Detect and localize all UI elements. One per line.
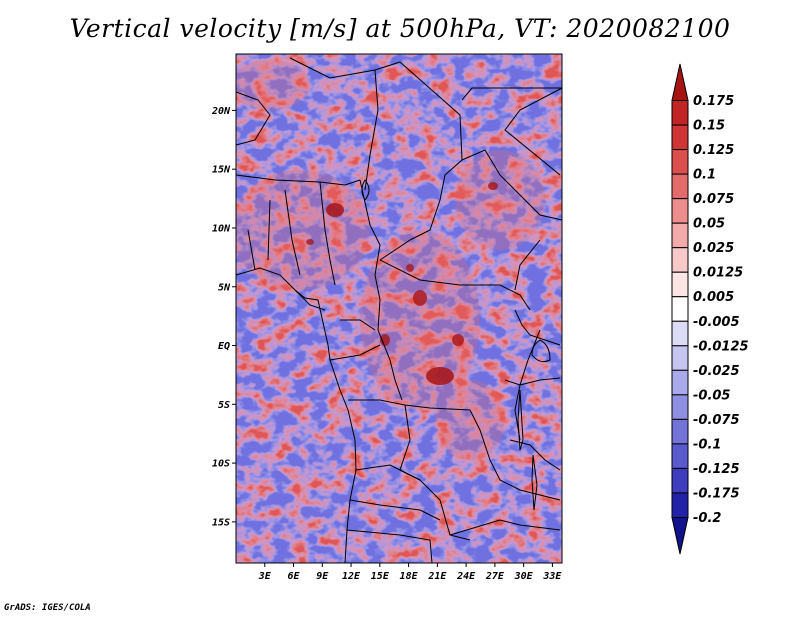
colorbar-segment	[671, 516, 689, 555]
colorbar-segment	[671, 124, 689, 151]
colorbar-segment	[671, 394, 689, 420]
colorbar-label: 0.1	[693, 168, 716, 183]
lat-tick-label: 15S	[212, 517, 230, 528]
colorbar: 0.175 0.15 0.125 0.1 0.075 0.05 0.025 0.0125 0.0…	[671, 63, 749, 555]
colorbar-segment	[671, 173, 689, 200]
strong-ascent-cores	[306, 182, 498, 385]
lon-tick-label: 30E	[514, 571, 534, 582]
colorbar-label: 0.0125	[693, 266, 743, 281]
chart-title: Vertical velocity [m/s] at 500hPa, VT: 2…	[69, 14, 731, 43]
map-panel: 20N 15N 10N 5N EQ 5S 10S 15S 3E 6E 9E 12E 15E 18E 21E…	[211, 53, 749, 582]
colorbar-label: -0.1	[693, 437, 721, 452]
lon-tick-label: 15E	[371, 571, 390, 582]
colorbar-segment	[671, 100, 689, 126]
lon-tick-label: 24E	[456, 571, 476, 582]
colorbar-segment	[671, 345, 689, 371]
colorbar-label: 0.175	[693, 94, 734, 109]
lat-tick-label: 15N	[212, 165, 231, 176]
lat-tick-label: 5N	[218, 282, 231, 293]
map-frame	[235, 53, 563, 564]
lon-tick-label: 21E	[427, 571, 447, 582]
colorbar-segment	[671, 296, 689, 322]
colorbar-label: 0.075	[693, 192, 734, 207]
colorbar-label: 0.05	[693, 217, 725, 232]
colorbar-segment	[671, 467, 689, 494]
lon-tick-label: 12E	[342, 571, 361, 582]
grads-credit: GrADS: IGES/COLA	[4, 603, 91, 613]
colorbar-segment	[671, 247, 689, 273]
vertical-velocity-field	[236, 54, 562, 563]
lon-tick-label: 3E	[258, 571, 272, 582]
lon-tick-label: 33E	[542, 571, 562, 582]
country-boundaries	[236, 57, 562, 563]
colorbar-segment	[671, 149, 689, 175]
lon-tick-label: 18E	[400, 571, 419, 582]
colorbar-label: 0.125	[693, 143, 734, 158]
lat-tick-label: 10S	[212, 459, 230, 470]
lon-tick-label: 6E	[288, 571, 301, 582]
colorbar-label: -0.025	[693, 364, 740, 379]
colorbar-segment	[671, 418, 689, 445]
lat-tick-label: 5S	[218, 400, 230, 411]
longitude-axis: 3E 6E 9E 12E 15E 18E 21E 24E 27E 30E 33E	[258, 563, 562, 582]
colorbar-label: -0.2	[693, 511, 721, 526]
warm-regions	[236, 60, 545, 460]
colorbar-segment	[671, 492, 689, 518]
colorbar-label: -0.005	[693, 315, 740, 330]
colorbar-label: 0.15	[693, 119, 725, 134]
colorbar-segment	[671, 443, 689, 469]
lat-tick-label: 20N	[211, 106, 231, 117]
colorbar-segment	[671, 63, 689, 102]
colorbar-segment	[671, 271, 689, 298]
colorbar-label: -0.0125	[693, 339, 749, 354]
lat-tick-label: EQ	[218, 341, 230, 352]
colorbar-label: -0.075	[693, 413, 740, 428]
colorbar-label: -0.05	[693, 388, 730, 403]
latitude-axis: 20N 15N 10N 5N EQ 5S 10S 15S	[211, 106, 236, 528]
colorbar-segment	[671, 222, 689, 249]
lon-tick-label: 9E	[316, 571, 329, 582]
lakes	[361, 179, 551, 511]
colorbar-segment	[671, 320, 689, 347]
lat-tick-label: 10N	[212, 223, 231, 234]
colorbar-label: 0.025	[693, 241, 734, 256]
colorbar-label: 0.005	[693, 290, 734, 305]
lon-tick-label: 27E	[485, 571, 505, 582]
colorbar-label: -0.175	[693, 486, 740, 501]
colorbar-segment	[671, 369, 689, 396]
colorbar-label: -0.125	[693, 462, 740, 477]
colorbar-segment	[671, 198, 689, 224]
